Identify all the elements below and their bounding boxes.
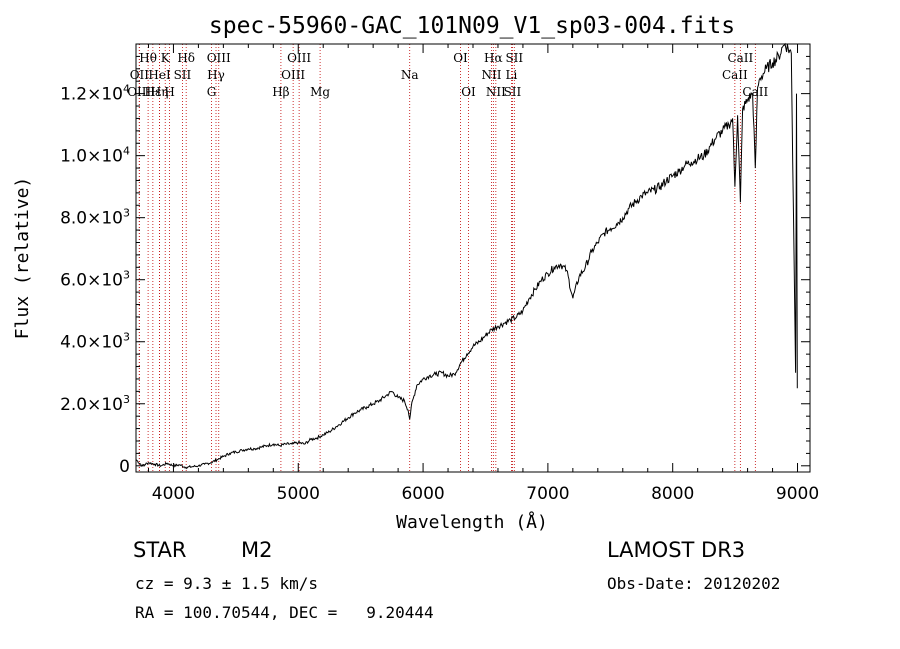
marker-label: OI [453, 51, 468, 65]
marker-label: Hβ [272, 85, 289, 99]
marker-label: K [161, 51, 171, 65]
y-axis-label: Flux (relative) [12, 177, 33, 340]
marker-label: CaII [722, 68, 748, 82]
marker-label: G [207, 85, 217, 99]
emission-line-markers [138, 44, 756, 472]
obs-date-text: Obs-Date: 20120202 [607, 574, 781, 593]
x-tick-label: 5000 [277, 484, 320, 504]
y-tick-label: 6.0×103 [60, 269, 130, 291]
y-tick-label: 0 [119, 457, 130, 477]
y-tick-label: 4.0×103 [60, 331, 130, 353]
spectrum-line [135, 42, 798, 470]
spectrum-chart: spec-55960-GAC_101N09_V1_sp03-004.fits H… [12, 13, 819, 533]
x-axis-label: Wavelength (Å) [396, 511, 548, 533]
x-tick-label: 8000 [651, 484, 694, 504]
marker-label: Mg [310, 85, 330, 99]
marker-label: SII [505, 51, 523, 65]
y-tick-label: 1.0×104 [60, 145, 130, 167]
marker-label: H [164, 85, 174, 99]
marker-label: OIII [287, 51, 311, 65]
marker-label: OII [130, 68, 150, 82]
y-axis: 0 2.0×103 4.0×103 6.0×103 8.0×103 1.0×104 1.2×… [60, 55, 810, 477]
coords-text: RA = 100.70544, DEC = 9.20444 [135, 603, 434, 622]
survey-name: LAMOST DR3 [607, 538, 746, 562]
marker-label: Hδ [177, 51, 195, 65]
y-tick-label: 1.2×104 [60, 83, 130, 105]
object-subclass: M2 [241, 538, 273, 562]
plot-frame [135, 43, 811, 473]
object-class: STAR [133, 538, 187, 562]
x-tick-label: 9000 [776, 484, 819, 504]
x-tick-label: 7000 [526, 484, 569, 504]
marker-label: Hη [151, 85, 169, 99]
marker-label: OIII [207, 51, 231, 65]
marker-label: HeI [148, 68, 171, 82]
x-tick-label: 4000 [152, 484, 195, 504]
marker-label: CaII [727, 51, 753, 65]
x-tick-label: 6000 [401, 484, 444, 504]
marker-label: NII [486, 85, 506, 99]
y-tick-label: 2.0×103 [60, 393, 130, 415]
marker-label: Hα [484, 51, 503, 65]
redshift-text: cz = 9.3 ± 1.5 km/s [135, 574, 319, 593]
marker-label: Hθ [139, 51, 157, 65]
marker-label: OIII [281, 68, 305, 82]
marker-label: Hε [145, 85, 162, 99]
marker-label: CaII [742, 85, 768, 99]
marker-label: OI [461, 85, 476, 99]
chart-title: spec-55960-GAC_101N09_V1_sp03-004.fits [209, 13, 735, 39]
marker-label: Na [401, 68, 419, 82]
x-axis: 4000 5000 6000 7000 8000 9000 [147, 44, 819, 504]
marker-label: OIII [127, 85, 151, 99]
y-tick-label: 8.0×103 [60, 207, 130, 229]
marker-label: SII [174, 68, 192, 82]
marker-label: NII [481, 68, 501, 82]
marker-label: Hγ [207, 68, 225, 82]
marker-label: SII [504, 85, 522, 99]
marker-label: Li [506, 68, 518, 82]
